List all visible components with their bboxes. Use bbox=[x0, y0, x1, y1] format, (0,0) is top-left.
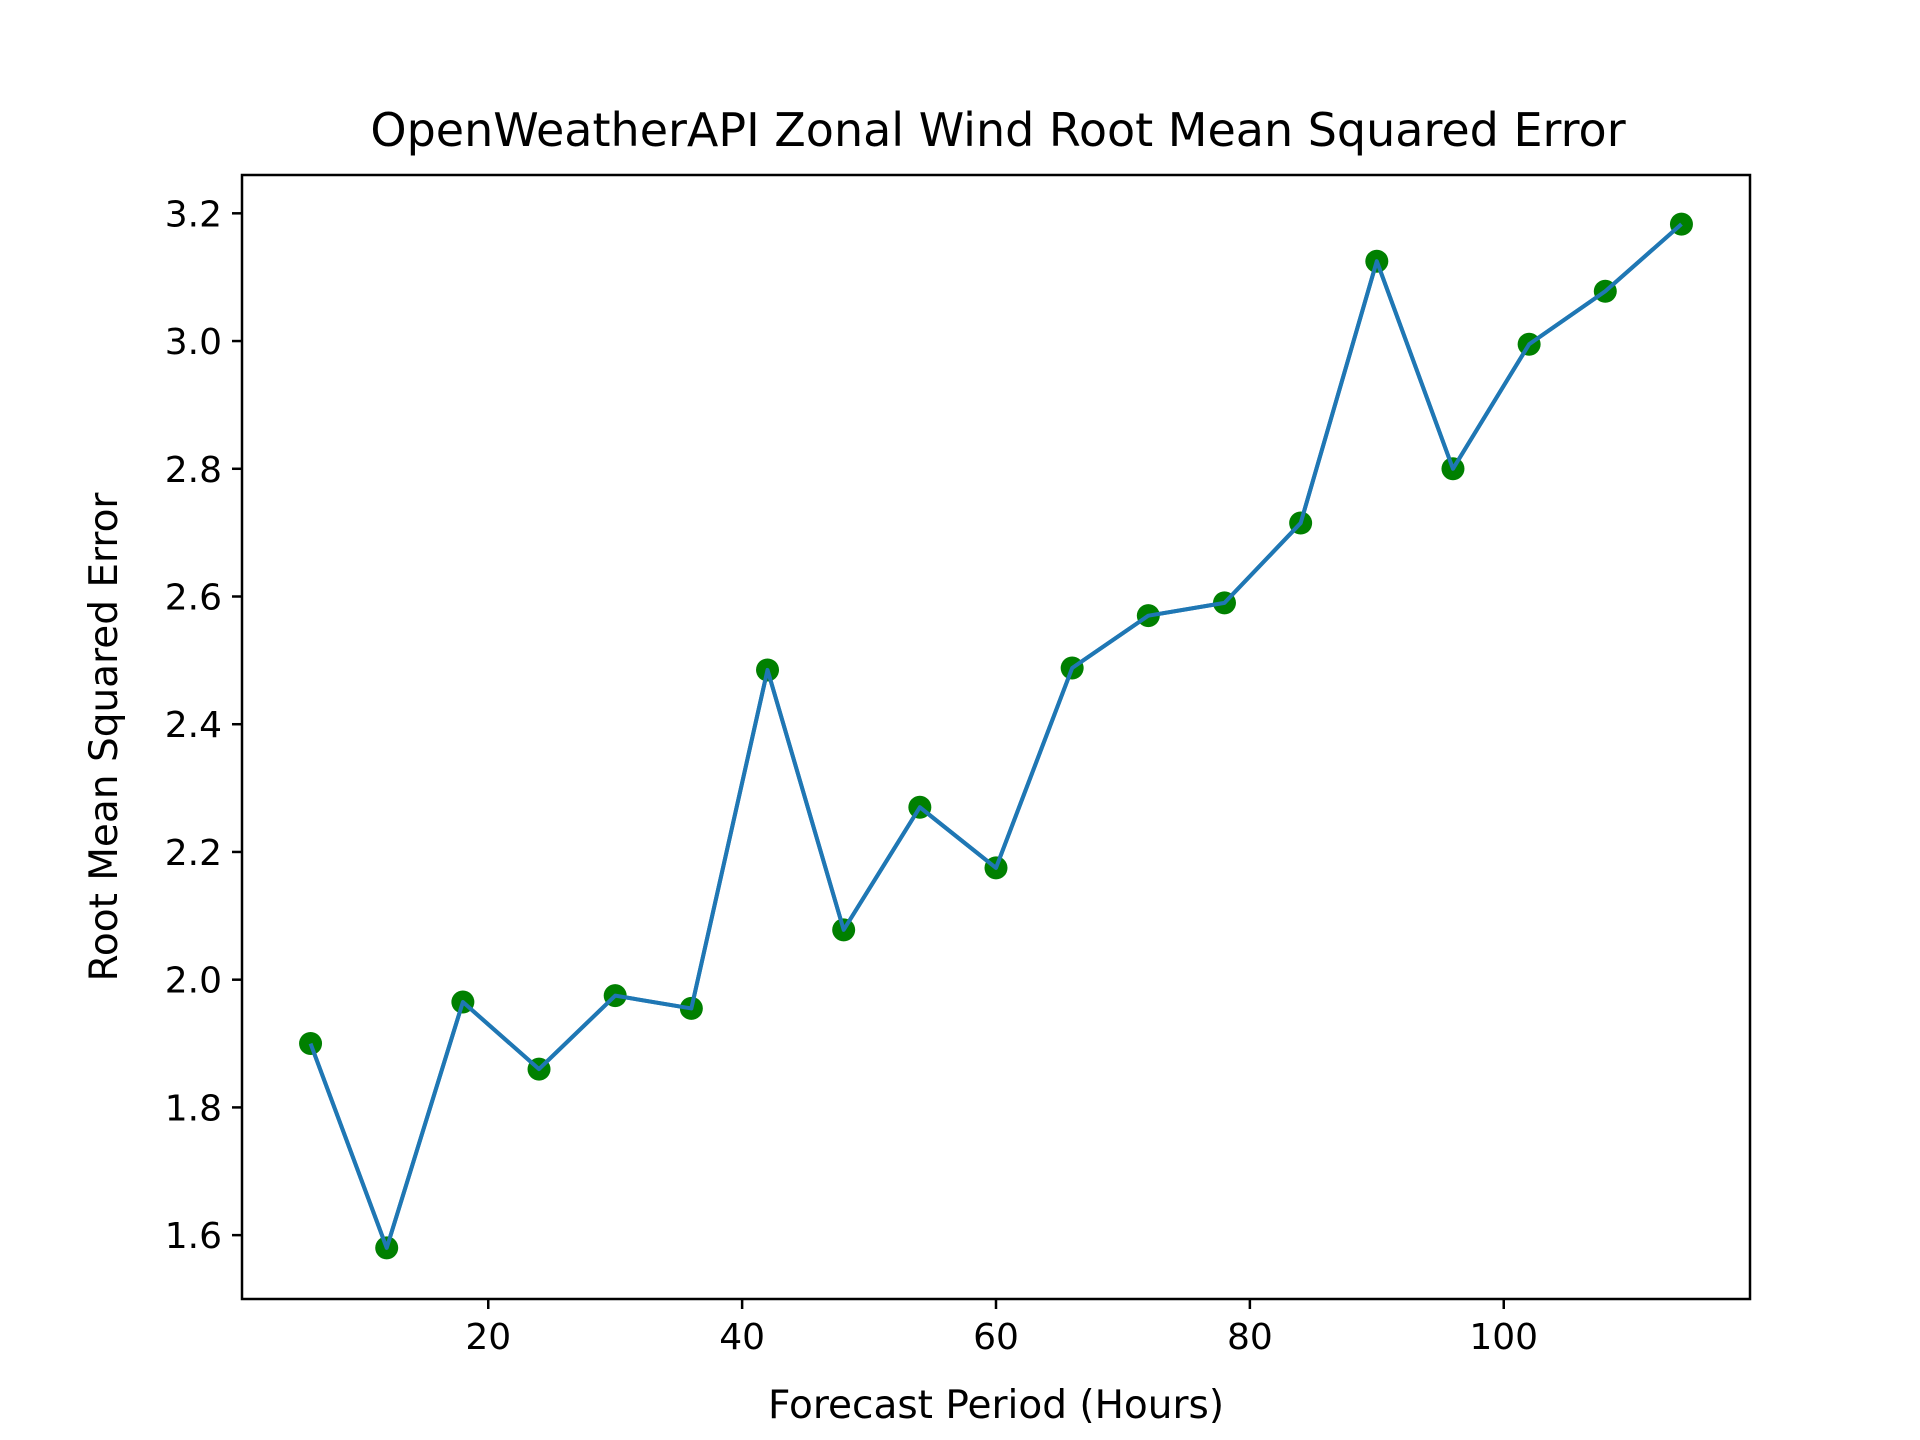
x-tick-label: 80 bbox=[1227, 1317, 1273, 1358]
y-tick-label: 3.2 bbox=[165, 194, 222, 235]
y-tick-label: 1.6 bbox=[165, 1216, 222, 1257]
x-tick-label: 40 bbox=[719, 1317, 765, 1358]
x-tick-label: 20 bbox=[465, 1317, 511, 1358]
y-tick-label: 3.0 bbox=[165, 322, 222, 363]
y-tick-label: 1.8 bbox=[165, 1088, 222, 1129]
y-tick-label: 2.2 bbox=[165, 833, 222, 874]
y-tick-label: 2.4 bbox=[165, 705, 222, 746]
y-tick-label: 2.6 bbox=[165, 578, 222, 619]
x-tick-label: 100 bbox=[1469, 1317, 1538, 1358]
y-tick-label: 2.0 bbox=[165, 961, 222, 1002]
x-axis: 20 40 60 80 100 bbox=[465, 1299, 1538, 1358]
y-tick-label: 2.8 bbox=[165, 450, 222, 491]
x-tick-label: 60 bbox=[973, 1317, 1019, 1358]
plot-area bbox=[299, 212, 1693, 1260]
series-line-overlay bbox=[308, 222, 1683, 1250]
x-axis-label: Forecast Period (Hours) bbox=[768, 1383, 1224, 1428]
y-axis: 1.6 1.8 2.0 2.2 2.4 2.6 2.8 3.0 3.2 bbox=[165, 194, 242, 1257]
chart-title: OpenWeatherAPI Zonal Wind Root Mean Squa… bbox=[370, 103, 1625, 157]
y-axis-label: Root Mean Squared Error bbox=[82, 492, 127, 982]
